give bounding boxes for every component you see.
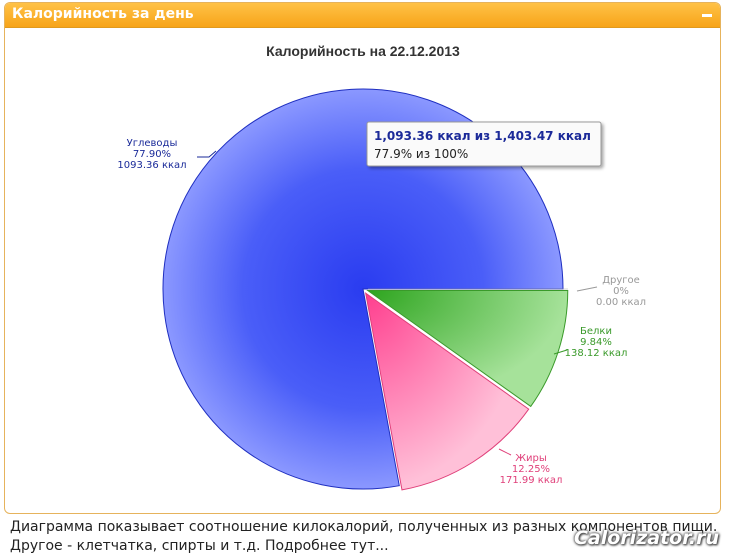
pie-connector-protein <box>553 349 568 355</box>
chart-tooltip: 1,093.36 ккал из 1,403.47 ккал 77.9% из … <box>366 121 602 167</box>
watermark-logo: Calorizator.ru <box>573 527 719 549</box>
description-line-2: Другое - клетчатка, спирты и т.д. Подроб… <box>10 538 389 554</box>
pie-label-other-name: Другое <box>602 275 640 286</box>
description-line-1: Диаграмма показывает соотношение килокал… <box>10 519 718 535</box>
tooltip-line1: 1,093.36 ккал из 1,403.47 ккал <box>374 129 591 143</box>
pie-label-fat-percent-label: 12.25% <box>512 464 550 475</box>
chart-description: Диаграмма показывает соотношение килокал… <box>10 518 718 556</box>
pie-chart: Калорийность на 22.12.2013 Углеводы77.90… <box>117 43 646 491</box>
pie-label-carbs-value-label: 1093.36 ккал <box>117 160 186 171</box>
chart-title: Калорийность на 22.12.2013 <box>266 43 460 59</box>
pie-connector-carbs <box>197 150 217 158</box>
pie-label-fat-value-label: 171.99 ккал <box>500 475 563 486</box>
pie-label-carbs-name: Углеводы <box>127 138 178 149</box>
panel-title: Калорийность за день <box>12 6 194 22</box>
pie-connector-fat <box>498 448 512 456</box>
chart-area: Калорийность на 22.12.2013 Углеводы 77.90… <box>11 29 715 509</box>
tooltip-line2: 77.9% из 100% <box>374 147 468 161</box>
panel-header: Калорийность за день <box>5 3 720 28</box>
pie-label-protein-value-label: 138.12 ккал <box>565 348 628 359</box>
minus-icon[interactable] <box>700 9 714 21</box>
pie-label-other-percent-label: 0% <box>613 286 629 297</box>
pie-label-protein-percent-label: 9.84% <box>580 337 612 348</box>
pie-label-fat-name: Жиры <box>515 453 547 464</box>
pie-slice-protein[interactable] <box>366 290 569 408</box>
pie-label-carbs-percent-label: 77.90% <box>133 149 171 160</box>
pie-label-protein-name: Белки <box>580 326 612 337</box>
pie-slice-fat[interactable] <box>364 292 530 491</box>
calorie-panel: Калорийность за день <box>4 2 721 514</box>
pie-label-other-value-label: 0.00 ккал <box>596 297 646 308</box>
pie-connector-other <box>576 286 598 292</box>
